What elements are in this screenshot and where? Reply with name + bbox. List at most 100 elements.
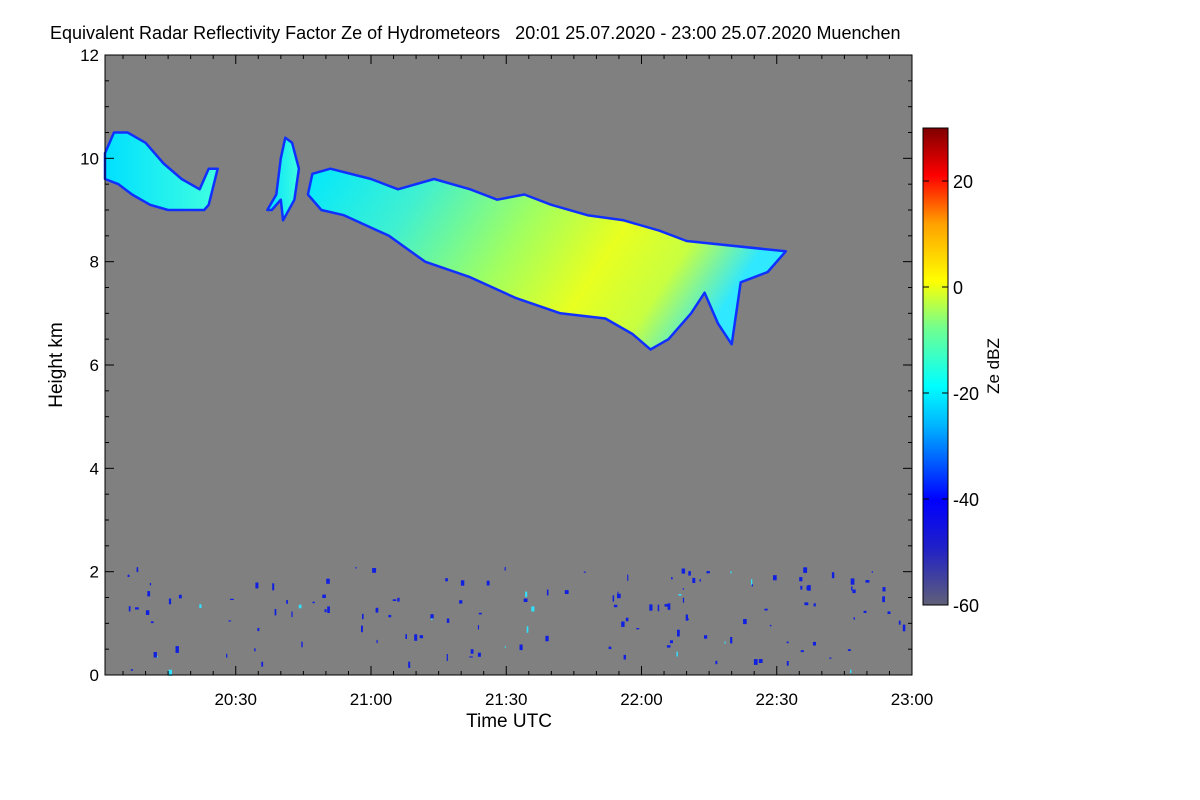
clutter-speck	[446, 618, 450, 623]
clutter-speck	[504, 567, 506, 571]
clutter-speck	[829, 657, 832, 659]
clutter-speck	[478, 612, 482, 615]
clutter-speck	[688, 571, 691, 576]
y-tick-label: 4	[90, 459, 99, 478]
clutter-speck	[671, 577, 673, 580]
clutter-speck	[376, 639, 378, 644]
clutter-speck	[669, 640, 673, 644]
clutter-speck	[545, 635, 549, 642]
clutter-speck	[178, 594, 182, 599]
clutter-speck	[301, 641, 303, 648]
clutter-speck	[666, 645, 671, 648]
clutter-speck	[254, 648, 256, 652]
colorbar-ticks: 20 0 -20 -40 -60	[923, 172, 979, 616]
y-tick-label: 12	[80, 46, 99, 65]
clutter-speck	[257, 627, 260, 632]
y-tick-label: 0	[90, 666, 99, 685]
colorbar	[922, 127, 949, 606]
clutter-speck	[667, 603, 671, 610]
clutter-speck	[324, 609, 327, 613]
clutter-speck	[261, 661, 264, 667]
clutter-speck	[431, 618, 433, 621]
clutter-speck	[898, 620, 901, 625]
x-tick-label: 22:30	[755, 690, 798, 709]
clutter-speck	[806, 585, 809, 591]
clutter-speck	[753, 659, 758, 665]
clutter-speck	[851, 586, 853, 591]
clutter-speck	[682, 588, 684, 590]
clutter-speck	[724, 641, 726, 644]
clutter-speck	[617, 591, 619, 598]
clutter-speck	[800, 585, 803, 590]
clutter-speck	[799, 577, 803, 582]
clutter-speck	[504, 646, 506, 648]
clutter-speck	[902, 624, 906, 632]
cloud-region-main	[306, 167, 788, 351]
clutter-speck	[613, 604, 618, 608]
clutter-speck	[715, 660, 718, 665]
clutter-speck	[168, 598, 172, 605]
x-axis-label: Time UTC	[466, 711, 552, 732]
x-tick-label: 20:30	[214, 690, 257, 709]
clutter-speck	[375, 607, 379, 613]
colorbar-tick-label: -40	[953, 490, 979, 510]
clutter-speck	[678, 594, 682, 596]
clutter-speck	[326, 578, 330, 584]
clutter-speck	[764, 608, 768, 611]
clutter-speck	[882, 596, 885, 603]
clutter-speck	[388, 614, 392, 618]
clutter-speck	[274, 609, 277, 616]
colorbar-label: Ze dBZ	[984, 338, 1003, 394]
clutter-speck	[730, 571, 732, 574]
clutter-speck	[887, 611, 891, 614]
clutter-speck	[531, 606, 535, 612]
clutter-speck	[127, 574, 130, 577]
plot-background	[105, 55, 912, 675]
clutter-speck	[135, 607, 139, 610]
clutter-speck	[519, 644, 523, 651]
x-tick-label: 23:00	[891, 690, 934, 709]
y-tick-label: 2	[90, 563, 99, 582]
clutter-speck	[704, 635, 708, 639]
clutter-speck	[813, 603, 816, 607]
clutter-speck	[773, 575, 777, 581]
clutter-speck	[636, 628, 640, 630]
clutter-speck	[312, 601, 315, 604]
clutter-speck	[477, 652, 481, 657]
clutter-speck	[627, 574, 629, 581]
clutter-speck	[150, 621, 154, 624]
clutter-speck	[751, 584, 753, 587]
clutter-speck	[676, 651, 678, 657]
colorbar-tick-label: 0	[953, 278, 963, 298]
clutter-speck	[419, 635, 424, 639]
clutter-speck	[882, 587, 886, 592]
clutter-speck	[865, 580, 870, 583]
clutter-speck	[751, 579, 753, 586]
clutter-speck	[853, 617, 855, 620]
clutter-speck	[682, 597, 685, 603]
cloud-layer	[103, 131, 788, 351]
clutter-speck	[649, 604, 653, 611]
clutter-speck	[397, 597, 400, 602]
clutter-speck	[863, 610, 867, 613]
clutter-speck	[523, 598, 528, 602]
clutter-speck	[583, 571, 586, 573]
clutter-speck	[272, 583, 275, 591]
clutter-speck	[621, 621, 625, 627]
clutter-speck	[199, 604, 202, 608]
x-axis: 20:30 21:00 21:30 22:00 22:30 23:00	[122, 55, 934, 709]
clutter-speck	[786, 661, 789, 666]
clutter-speck	[153, 652, 157, 658]
y-tick-label: 8	[90, 253, 99, 272]
clutter-speck	[664, 604, 668, 607]
clutter-speck	[477, 625, 479, 630]
clutter-speck	[546, 589, 549, 596]
clutter-speck	[445, 578, 448, 582]
clutter-speck	[850, 578, 855, 585]
clutter-speck	[681, 568, 686, 574]
clutter-speck	[525, 591, 528, 598]
clutter-speck	[677, 629, 680, 637]
clutter-speck	[850, 669, 852, 674]
x-tick-label: 22:00	[620, 690, 663, 709]
